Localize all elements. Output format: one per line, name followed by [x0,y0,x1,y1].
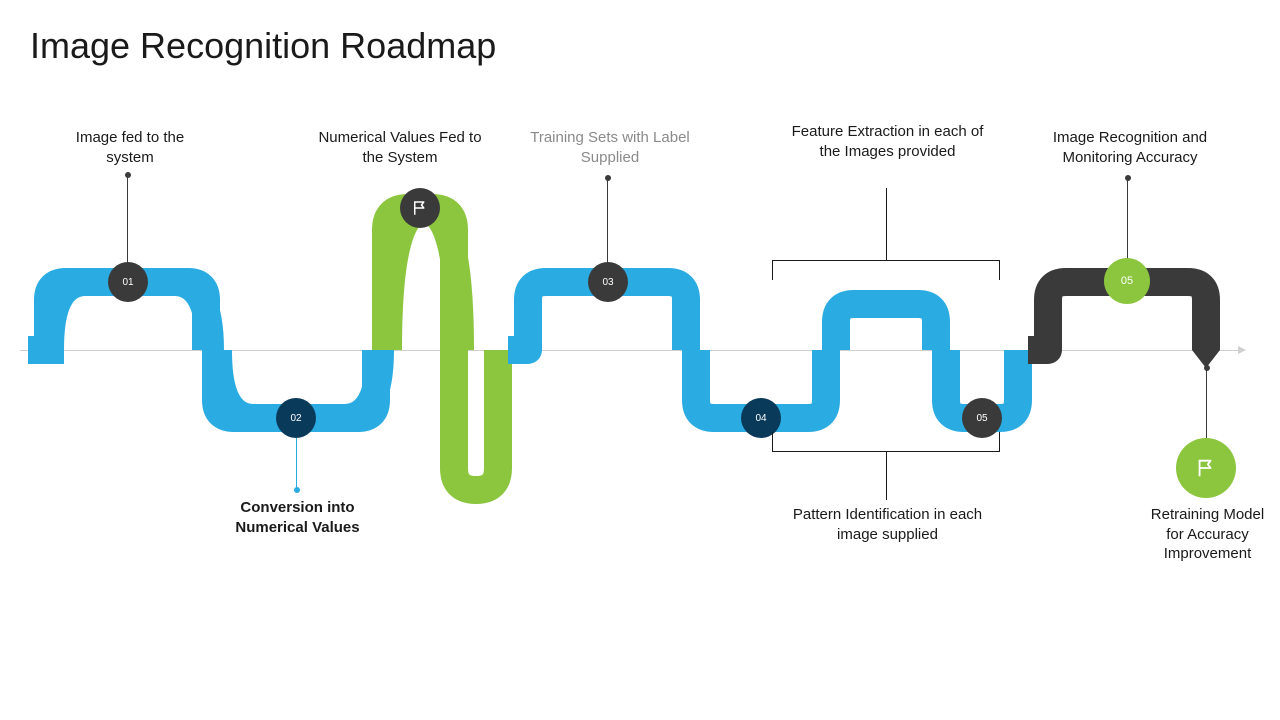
label-02: Conversion into Numerical Values [220,498,375,537]
label-end-flag: Retraining Model for Accuracy Improvemen… [1150,505,1265,564]
label-01: Image fed to the system [60,128,200,167]
label-pattern-id: Pattern Identification in each image sup… [790,505,985,544]
roadmap-canvas: 01 Image fed to the system 02 Conversion… [0,0,1280,720]
connector-dot-03 [605,175,611,181]
marker-num-04: 04 [755,413,766,424]
connector-02 [296,438,297,490]
marker-num-05a: 05 [976,413,987,424]
bracket-bottom-stem [886,452,887,500]
marker-02: 02 [276,398,316,438]
flag-marker-green-top [400,188,440,228]
label-03: Training Sets with Label Supplied [525,128,695,167]
marker-01: 01 [108,262,148,302]
end-flag-circle [1176,438,1236,498]
label-05b: Image Recognition and Monitoring Accurac… [1040,128,1220,167]
marker-num-05b: 05 [1121,275,1133,287]
connector-01 [127,175,128,270]
flag-icon [1195,457,1217,479]
bracket-top-stem [886,188,887,260]
marker-num-02: 02 [290,413,301,424]
connector-05b [1127,178,1128,262]
connector-dot-05b [1125,175,1131,181]
bracket-bottom [772,432,1000,452]
marker-05b: 05 [1104,258,1150,304]
connector-dot-end [1204,365,1210,371]
connector-dot-02 [294,487,300,493]
bracket-top [772,260,1000,280]
label-feature-extraction: Feature Extraction in each of the Images… [790,122,985,161]
connector-dot-01 [125,172,131,178]
flag-icon [411,199,429,217]
marker-num-01: 01 [122,277,133,288]
marker-num-03: 03 [602,277,613,288]
label-flag-top: Numerical Values Fed to the System [310,128,490,167]
connector-end [1206,368,1207,438]
roadmap-path-full [0,0,1280,720]
connector-03 [607,178,608,270]
marker-03: 03 [588,262,628,302]
